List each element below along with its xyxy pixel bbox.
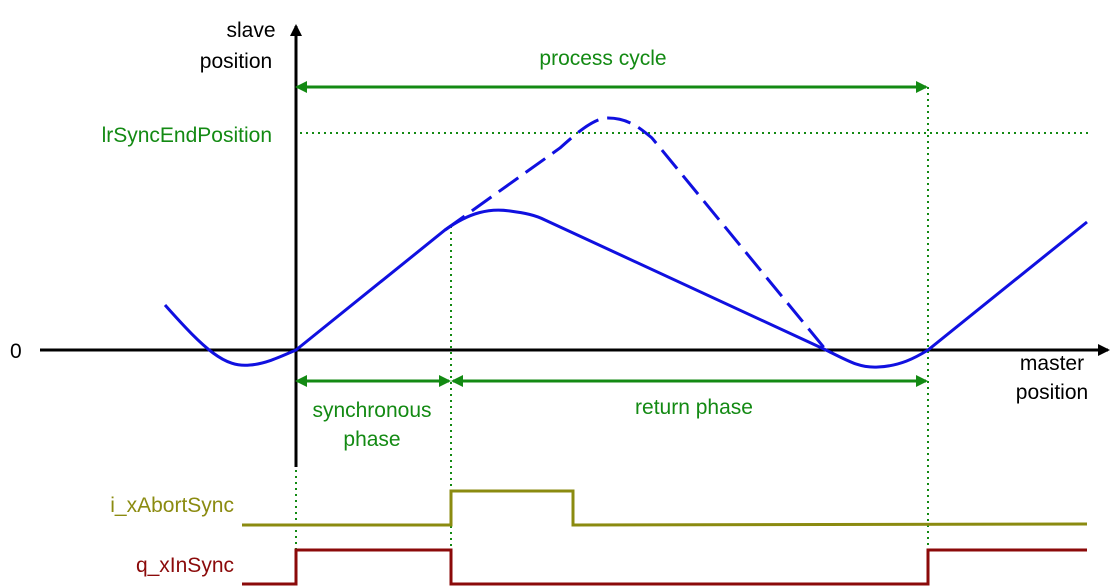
insync-label: q_xInSync [136, 554, 234, 577]
x-axis-label-line2: position [1016, 381, 1088, 404]
abort-sync-trace [242, 489, 1088, 527]
y-axis-label-line1: slave [226, 19, 275, 42]
insync-trace [242, 548, 1087, 586]
x-axis-label-line1: master [1020, 352, 1084, 375]
original-cam-curve [444, 116, 828, 351]
synchronous-phase-label-line1: synchronous [312, 399, 431, 422]
synchronous-phase-label-line2: phase [343, 428, 400, 451]
return-phase-label: return phase [635, 396, 753, 419]
sync-end-position-label: lrSyncEndPosition [102, 124, 272, 147]
y-axis-label-line2: position [200, 50, 272, 73]
zero-label: 0 [10, 340, 22, 363]
slave-position-curve [163, 208, 1088, 369]
process-cycle-label: process cycle [539, 47, 666, 70]
abort-sync-label: i_xAbortSync [110, 494, 234, 517]
